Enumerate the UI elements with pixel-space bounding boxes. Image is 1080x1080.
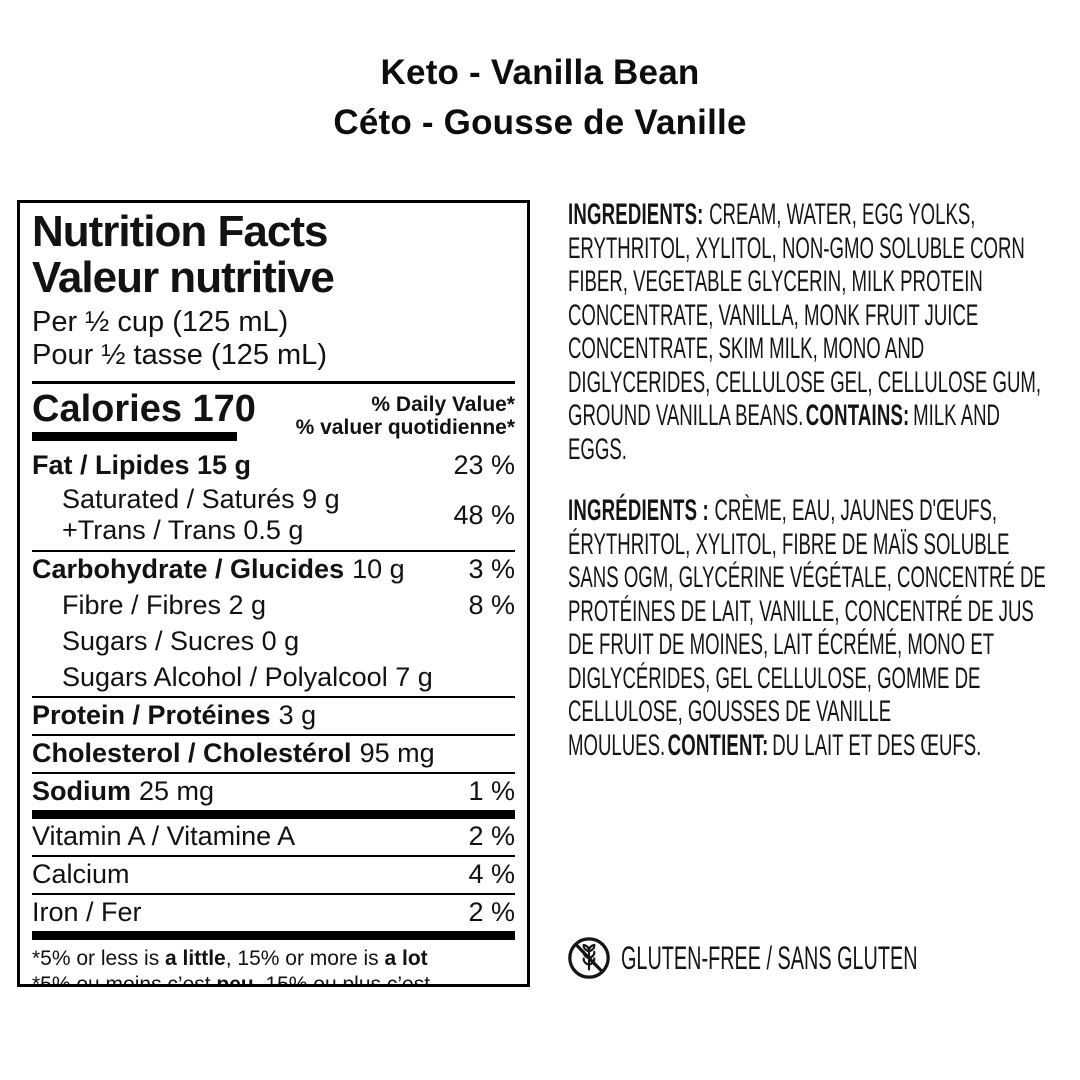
footnote-fr: *5% ou moins c’est peu, 15% ou plus c’es… bbox=[32, 973, 431, 987]
wheat-crossed-icon bbox=[566, 935, 612, 981]
nutrient-row-cholesterol: Cholesterol / Cholestérol 95 mg bbox=[32, 736, 515, 774]
sugar-alcohol-label: Sugars Alcohol / Polyalcool 7 g bbox=[62, 662, 433, 692]
calories-header: Calories 170 % Daily Value* % valuer quo… bbox=[32, 384, 515, 448]
fat-dv: 23 % bbox=[453, 450, 515, 480]
cholesterol-label: Cholesterol / Cholestérol bbox=[32, 738, 352, 768]
sugars-label: Sugars / Sucres 0 g bbox=[62, 626, 300, 656]
sodium-label: Sodium bbox=[32, 776, 131, 806]
daily-value-footnote: *5% or less is a little, 15% or more is … bbox=[32, 940, 515, 987]
vitamin-a-label: Vitamin A / Vitamine A bbox=[32, 821, 296, 851]
nutrient-row-protein: Protein / Protéines 3 g bbox=[32, 698, 515, 736]
fibre-dv: 8 % bbox=[468, 590, 515, 620]
nutrient-row-calcium: Calcium 4 % bbox=[32, 857, 515, 895]
gluten-free-label: GLUTEN-FREE / SANS GLUTEN bbox=[621, 939, 918, 976]
iron-dv: 2 % bbox=[468, 897, 515, 927]
ingredients-en: INGREDIENTS: CREAM, WATER, EGG YOLKS, ERY… bbox=[568, 198, 1059, 466]
product-title-fr: Céto - Gousse de Vanille bbox=[333, 103, 747, 142]
calories-value: 170 bbox=[192, 388, 256, 430]
nutrient-row-fibre: Fibre / Fibres 2 g 8 % bbox=[32, 588, 515, 624]
carbohydrate-label: Carbohydrate / Glucides bbox=[32, 554, 345, 584]
ingredients-fr-lead: INGRÉDIENTS : bbox=[568, 494, 709, 527]
nutrient-row-sodium: Sodium 25 mg 1 % bbox=[32, 774, 515, 819]
calories-underline bbox=[32, 432, 237, 441]
calcium-label: Calcium bbox=[32, 859, 130, 889]
nutrient-row-sugar-alcohol: Sugars Alcohol / Polyalcool 7 g bbox=[32, 660, 515, 698]
saturated-label: Saturated / Saturés 9 g bbox=[62, 484, 340, 514]
calcium-dv: 4 % bbox=[468, 859, 515, 889]
protein-label: Protein / Protéines bbox=[32, 700, 271, 730]
serving-size-fr: Pour ½ tasse (125 mL) bbox=[32, 339, 327, 371]
carbohydrate-dv: 3 % bbox=[468, 554, 515, 584]
product-title-en: Keto - Vanilla Bean bbox=[380, 53, 700, 92]
ingredients-section: INGREDIENTS: CREAM, WATER, EGG YOLKS, ERY… bbox=[568, 198, 1060, 762]
fat-label: Fat / Lipides 15 g bbox=[32, 450, 252, 480]
product-title: Keto - Vanilla Bean Céto - Gousse de Van… bbox=[0, 48, 1080, 148]
serving-size-en: Per ½ cup (125 mL) bbox=[32, 306, 289, 338]
ingredients-fr-body: CRÈME, EAU, JAUNES D'ŒUFS, ÉRYTHRITOL, X… bbox=[568, 494, 1046, 762]
nutrient-row-iron: Iron / Fer 2 % bbox=[32, 895, 515, 940]
nutrition-facts-heading-en: Nutrition Facts bbox=[32, 207, 328, 256]
daily-value-header: % Daily Value* % valuer quotidienne* bbox=[296, 393, 515, 441]
ingredients-en-body: CREAM, WATER, EGG YOLKS, ERYTHRITOL, XYL… bbox=[568, 198, 1042, 432]
sodium-amount: 25 mg bbox=[139, 776, 215, 806]
cholesterol-amount: 95 mg bbox=[359, 738, 435, 768]
nutrition-facts-panel: Nutrition Facts Valeur nutritive Per ½ c… bbox=[17, 200, 530, 987]
nutrient-row-sugars: Sugars / Sucres 0 g bbox=[32, 624, 515, 660]
iron-label: Iron / Fer bbox=[32, 897, 142, 927]
ingredients-fr: INGRÉDIENTS : CRÈME, EAU, JAUNES D'ŒUFS, … bbox=[568, 494, 1059, 762]
vitamin-a-dv: 2 % bbox=[468, 821, 515, 851]
divider bbox=[32, 381, 515, 384]
sodium-dv: 1 % bbox=[468, 776, 515, 806]
saturated-trans-dv: 48 % bbox=[453, 499, 515, 530]
nutrient-row-saturated-trans: Saturated / Saturés 9 g +Trans / Trans 0… bbox=[32, 484, 515, 552]
ingredients-en-lead: INGREDIENTS: bbox=[568, 198, 704, 231]
calories-line: Calories 170 bbox=[32, 389, 256, 429]
trans-label: +Trans / Trans 0.5 g bbox=[62, 515, 304, 545]
protein-amount: 3 g bbox=[278, 700, 317, 730]
fibre-label: Fibre / Fibres 2 g bbox=[62, 590, 267, 620]
daily-value-header-en: % Daily Value* bbox=[371, 393, 515, 416]
calories-label: Calories bbox=[32, 388, 182, 430]
contains-en-lead: CONTAINS: bbox=[805, 399, 910, 432]
contains-en-body: MILK AND EGGS. bbox=[568, 399, 1000, 466]
nutrient-row-carbohydrate: Carbohydrate / Glucides 10 g 3 % bbox=[32, 552, 515, 588]
contains-fr-body: DU LAIT ET DES ŒUFS. bbox=[772, 728, 982, 762]
nutrient-row-fat: Fat / Lipides 15 g 23 % bbox=[32, 448, 515, 484]
contains-fr-lead: CONTIENT: bbox=[667, 728, 769, 762]
footnote-en: *5% or less is a little, 15% or more is … bbox=[32, 947, 428, 970]
nutrient-row-vitamin-a: Vitamin A / Vitamine A 2 % bbox=[32, 819, 515, 857]
gluten-free-badge: GLUTEN-FREE / SANS GLUTEN bbox=[566, 934, 1080, 982]
nutrition-facts-heading-fr: Valeur nutritive bbox=[32, 253, 335, 302]
daily-value-header-fr: % valuer quotidienne* bbox=[295, 416, 515, 439]
carbohydrate-amount: 10 g bbox=[352, 554, 405, 584]
